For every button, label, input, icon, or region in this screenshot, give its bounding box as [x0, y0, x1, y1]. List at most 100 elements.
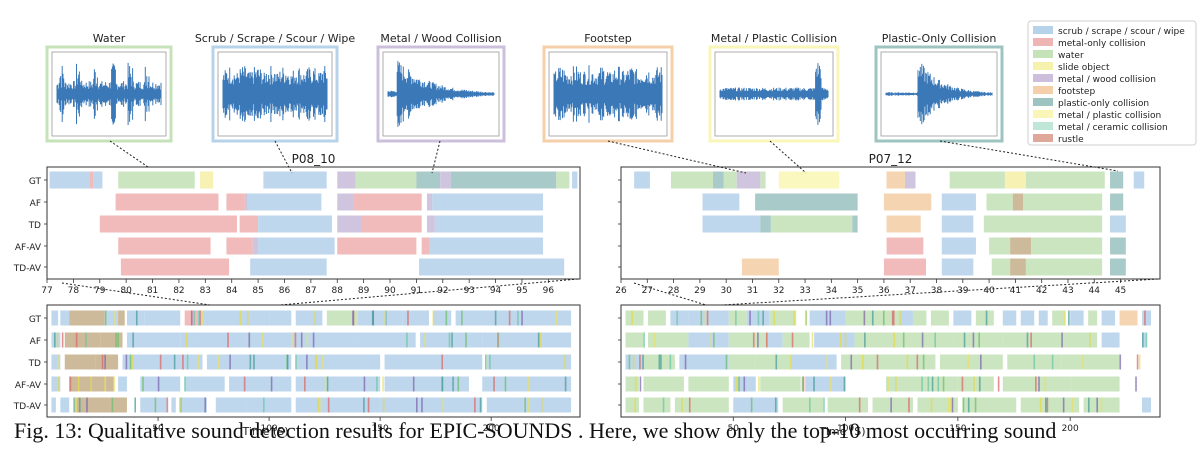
- event-segment: [357, 310, 403, 326]
- short-event: [303, 376, 306, 392]
- event-segment: [198, 310, 238, 326]
- short-event: [314, 354, 317, 370]
- event-segment: [625, 376, 639, 392]
- short-event: [997, 376, 1000, 392]
- event-segment: [679, 354, 729, 370]
- event-segment: [1142, 397, 1152, 413]
- short-event: [159, 354, 162, 370]
- short-event: [363, 376, 366, 392]
- legend: scrub / scrape / scour / wipe metal-only …: [1027, 20, 1197, 146]
- short-event: [249, 354, 252, 370]
- legend-label: plastic-only collision: [1058, 99, 1149, 109]
- short-event: [382, 376, 384, 392]
- short-event: [961, 376, 964, 392]
- event-segment: [429, 237, 544, 255]
- row-label: GT: [29, 177, 42, 187]
- short-event: [1142, 332, 1144, 348]
- event-segment: [120, 258, 230, 276]
- short-event: [1089, 332, 1091, 348]
- short-event: [154, 397, 157, 413]
- event-segment: [263, 171, 327, 189]
- short-event: [930, 397, 933, 413]
- short-event: [757, 310, 760, 326]
- x-tick-label: 41: [1010, 286, 1021, 296]
- x-tick-label: 200: [1062, 424, 1079, 434]
- event-segment: [782, 332, 810, 348]
- short-event: [801, 376, 804, 392]
- short-event: [774, 397, 777, 413]
- short-event: [465, 332, 467, 348]
- event-segment: [337, 215, 361, 233]
- event-segment: [140, 376, 181, 392]
- event-segment: [1010, 237, 1032, 255]
- short-event: [201, 310, 204, 326]
- short-event: [825, 310, 828, 326]
- event-segment: [883, 193, 932, 211]
- event-segment: [890, 354, 936, 370]
- short-event: [1033, 354, 1036, 370]
- event-segment: [634, 171, 650, 189]
- x-tick-label: 35: [852, 286, 863, 296]
- short-event: [286, 354, 289, 370]
- short-event: [494, 310, 497, 326]
- event-segment: [904, 171, 916, 189]
- short-event: [157, 376, 160, 392]
- short-event: [639, 376, 642, 392]
- event-segment: [360, 215, 422, 233]
- short-event: [773, 310, 775, 326]
- short-event: [253, 354, 255, 370]
- short-event: [735, 376, 738, 392]
- short-event: [1051, 354, 1054, 370]
- short-event: [1038, 376, 1040, 392]
- x-tick-label: 96: [543, 286, 555, 296]
- legend-swatch: [1033, 98, 1053, 106]
- short-event: [962, 397, 965, 413]
- short-event: [441, 376, 444, 392]
- short-event: [474, 397, 476, 413]
- short-event: [406, 332, 408, 348]
- short-event: [129, 354, 132, 370]
- event-segment: [702, 193, 740, 211]
- event-segment: [355, 171, 417, 189]
- x-tick-label: 150: [372, 424, 389, 434]
- x-tick-label: 86: [279, 286, 291, 296]
- event-segment: [572, 171, 578, 189]
- event-segment: [226, 237, 253, 255]
- short-event: [892, 310, 895, 326]
- short-event: [871, 310, 874, 326]
- event-segment: [433, 310, 452, 326]
- short-event: [830, 376, 832, 392]
- short-event: [757, 332, 759, 348]
- short-event: [300, 332, 303, 348]
- event-segment: [764, 332, 783, 348]
- event-segment: [674, 397, 729, 413]
- short-event: [239, 310, 242, 326]
- event-segment: [1010, 258, 1026, 276]
- event-segment: [1119, 310, 1138, 326]
- short-event: [658, 354, 661, 370]
- event-segment: [1110, 258, 1126, 276]
- event-segment: [486, 354, 572, 370]
- event-segment: [49, 171, 90, 189]
- short-event: [1062, 397, 1065, 413]
- event-segment: [1038, 310, 1048, 326]
- event-segment: [295, 376, 381, 392]
- short-event: [415, 397, 418, 413]
- event-segment: [556, 171, 570, 189]
- x-tick-label: 45: [1115, 286, 1126, 296]
- event-segment: [419, 258, 565, 276]
- row-label: AF-AV: [15, 243, 42, 253]
- short-event: [823, 397, 825, 413]
- short-event: [906, 354, 909, 370]
- x-tick-label: 33: [799, 286, 810, 296]
- short-event: [86, 397, 88, 413]
- row-label: AF: [30, 199, 41, 209]
- short-event: [826, 354, 828, 370]
- event-segment: [426, 215, 435, 233]
- short-event: [700, 310, 703, 326]
- x-tick-label: 80: [120, 286, 132, 296]
- short-event: [632, 354, 635, 370]
- event-segment: [899, 310, 913, 326]
- short-event: [908, 397, 910, 413]
- short-event: [125, 354, 128, 370]
